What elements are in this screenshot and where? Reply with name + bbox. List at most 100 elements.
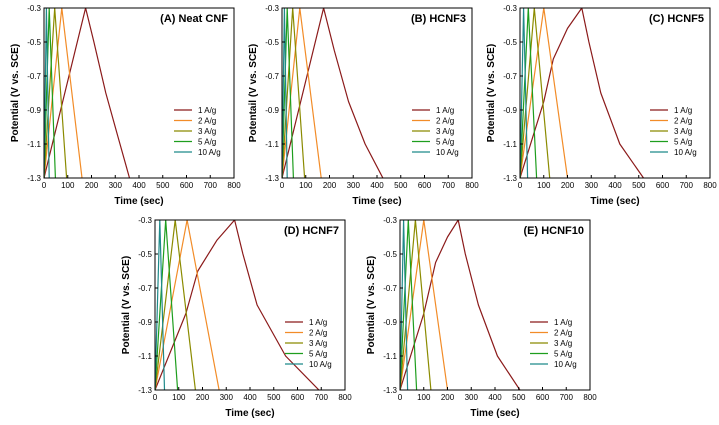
x-tick-label: 800 <box>703 181 717 190</box>
x-tick-label: 200 <box>323 181 337 190</box>
legend-label: 2 A/g <box>198 117 216 126</box>
x-tick-label: 400 <box>608 181 622 190</box>
legend-label: 5 A/g <box>309 350 327 359</box>
legend-label: 2 A/g <box>436 117 454 126</box>
y-tick-label: -1.3 <box>383 386 397 395</box>
y-tick-label: -0.3 <box>138 216 152 225</box>
x-tick-label: 500 <box>632 181 646 190</box>
y-tick-label: -0.3 <box>503 4 517 13</box>
series-line-4 <box>155 220 179 390</box>
legend-label: 2 A/g <box>674 117 692 126</box>
legend-label: 3 A/g <box>198 127 216 136</box>
y-tick-label: -0.7 <box>265 72 279 81</box>
x-tick-label: 600 <box>418 181 432 190</box>
x-tick-label: 300 <box>585 181 599 190</box>
x-tick-label: 500 <box>267 393 281 402</box>
y-tick-label: -0.5 <box>503 38 517 47</box>
y-tick-label: -1.3 <box>265 174 279 183</box>
x-tick-label: 500 <box>394 181 408 190</box>
y-tick-label: -0.9 <box>265 106 279 115</box>
series-line-4 <box>520 8 538 178</box>
legend-label: 2 A/g <box>554 329 572 338</box>
x-tick-label: 400 <box>132 181 146 190</box>
y-axis-title: Potential (V vs. SCE) <box>486 44 497 142</box>
series-line-5 <box>282 8 288 178</box>
y-tick-label: -0.3 <box>383 216 397 225</box>
x-tick-label: 200 <box>85 181 99 190</box>
legend-label: 1 A/g <box>436 106 454 115</box>
legend-label: 1 A/g <box>198 106 216 115</box>
x-tick-label: 600 <box>656 181 670 190</box>
y-tick-label: -1.3 <box>27 174 41 183</box>
y-tick-label: -1.1 <box>27 140 41 149</box>
x-axis-title: Time (sec) <box>470 408 519 419</box>
legend-label: 10 A/g <box>554 360 577 369</box>
y-tick-label: -0.3 <box>27 4 41 13</box>
x-tick-label: 400 <box>243 393 257 402</box>
y-tick-label: -0.3 <box>265 4 279 13</box>
x-tick-label: 700 <box>204 181 218 190</box>
panel-5: 0 100 200 300 400 500 600 700 800 -0.3 -0.5 -0.7 -0.… <box>366 216 597 419</box>
series-line-3 <box>155 220 196 390</box>
x-tick-label: 0 <box>398 393 403 402</box>
legend-label: 2 A/g <box>309 329 327 338</box>
legend-label: 5 A/g <box>436 138 454 147</box>
panel-title: (B) HCNF3 <box>411 13 466 25</box>
x-tick-label: 0 <box>518 181 523 190</box>
legend-label: 10 A/g <box>198 148 221 157</box>
y-axis-title: Potential (V vs. SCE) <box>10 44 21 142</box>
y-tick-label: -0.7 <box>503 72 517 81</box>
x-tick-label: 500 <box>512 393 526 402</box>
x-tick-label: 800 <box>583 393 597 402</box>
series-line-3 <box>44 8 68 178</box>
x-tick-label: 300 <box>347 181 361 190</box>
x-tick-label: 700 <box>315 393 329 402</box>
panel-title: (A) Neat CNF <box>160 13 228 25</box>
y-tick-label: -0.5 <box>265 38 279 47</box>
x-tick-label: 0 <box>280 181 285 190</box>
x-tick-label: 200 <box>196 393 210 402</box>
legend-label: 1 A/g <box>554 318 572 327</box>
x-tick-label: 100 <box>537 181 551 190</box>
legend-label: 1 A/g <box>674 106 692 115</box>
series-line-3 <box>282 8 306 178</box>
series-line-4 <box>282 8 294 178</box>
panel-3: 0 100 200 300 400 500 600 700 800 -0.3 -0.5 -0.7 -0.… <box>486 4 717 207</box>
series-line-5 <box>520 8 529 178</box>
x-tick-label: 100 <box>172 393 186 402</box>
y-tick-label: -0.5 <box>27 38 41 47</box>
y-tick-label: -0.9 <box>503 106 517 115</box>
y-tick-label: -1.1 <box>383 352 397 361</box>
legend-label: 5 A/g <box>674 138 692 147</box>
series-line-2 <box>520 8 569 178</box>
legend-label: 3 A/g <box>436 127 454 136</box>
x-tick-label: 600 <box>536 393 550 402</box>
x-tick-label: 300 <box>109 181 123 190</box>
series-line-1 <box>155 220 320 390</box>
series-line-5 <box>44 8 50 178</box>
y-tick-label: -0.9 <box>27 106 41 115</box>
panel-title: (C) HCNF5 <box>649 13 704 25</box>
x-axis-title: Time (sec) <box>352 196 401 207</box>
y-tick-label: -1.1 <box>138 352 152 361</box>
series-line-1 <box>282 8 384 178</box>
panel-4: 0 100 200 300 400 500 600 700 800 -0.3 -0.5 -0.7 -0.… <box>121 216 352 419</box>
legend-label: 10 A/g <box>436 148 459 157</box>
x-tick-label: 300 <box>220 393 234 402</box>
series-line-1 <box>520 8 644 178</box>
x-tick-label: 700 <box>680 181 694 190</box>
x-tick-label: 100 <box>417 393 431 402</box>
series-line-2 <box>400 220 449 390</box>
x-tick-label: 0 <box>42 181 47 190</box>
y-axis-title: Potentail (V vs. SCE) <box>248 44 259 142</box>
x-tick-label: 100 <box>299 181 313 190</box>
x-tick-label: 800 <box>465 181 479 190</box>
y-tick-label: -0.7 <box>27 72 41 81</box>
panel-1: 0 100 200 300 400 500 600 700 800 -0.3 -0.5 -0.7 -0.… <box>10 4 241 207</box>
series-line-5 <box>400 220 409 390</box>
series-line-2 <box>44 8 83 178</box>
series-line-1 <box>400 220 521 390</box>
x-tick-label: 400 <box>370 181 384 190</box>
x-tick-label: 800 <box>338 393 352 402</box>
x-tick-label: 600 <box>180 181 194 190</box>
